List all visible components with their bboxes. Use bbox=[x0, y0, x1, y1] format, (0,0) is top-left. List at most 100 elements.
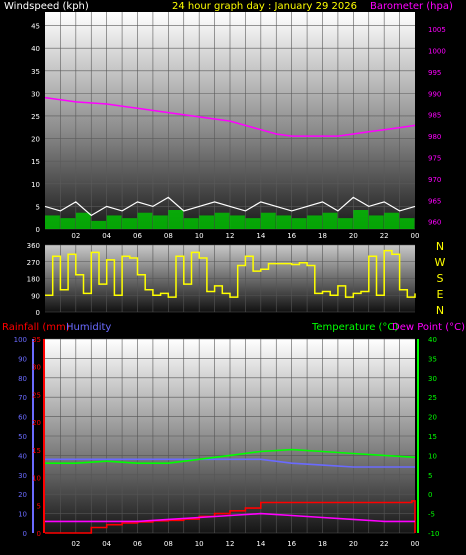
gust-bar bbox=[307, 215, 322, 229]
gust-bar bbox=[322, 212, 338, 229]
tick-label: 20 bbox=[31, 136, 40, 144]
tick-label: 35 bbox=[32, 336, 41, 344]
tick-label: 1005 bbox=[428, 26, 446, 34]
tick-label: 02 bbox=[71, 232, 80, 240]
compass-label: N bbox=[436, 240, 444, 253]
gust-bar bbox=[168, 210, 184, 229]
tick-label: 40 bbox=[31, 45, 40, 53]
tick-label: 25 bbox=[428, 394, 437, 402]
tick-label: 0 bbox=[36, 309, 40, 317]
tick-label: 50 bbox=[18, 433, 27, 441]
tick-label: 22 bbox=[380, 540, 389, 548]
gust-bar bbox=[260, 212, 276, 229]
gust-bar bbox=[368, 215, 384, 229]
tick-label: 12 bbox=[226, 232, 235, 240]
dewpoint-label: Dew Point (°C) bbox=[392, 322, 465, 333]
gust-bar bbox=[137, 212, 153, 229]
tick-label: 80 bbox=[18, 375, 27, 383]
tick-label: 30 bbox=[18, 472, 27, 480]
windspeed-series bbox=[44, 196, 416, 217]
gust-bar bbox=[276, 215, 292, 229]
tick-label: 40 bbox=[428, 336, 437, 344]
gust-bar bbox=[214, 212, 230, 229]
tick-label: 35 bbox=[428, 355, 437, 363]
tick-label: 08 bbox=[164, 540, 173, 548]
tick-label: 06 bbox=[133, 232, 142, 240]
tick-label: 10 bbox=[18, 511, 27, 519]
tick-label: 995 bbox=[428, 69, 441, 77]
tick-label: 5 bbox=[428, 472, 432, 480]
tick-label: 14 bbox=[256, 540, 265, 548]
gust-bar bbox=[122, 218, 137, 229]
gust-bar bbox=[183, 218, 199, 229]
tick-label: 15 bbox=[31, 158, 40, 166]
tick-label: 0 bbox=[36, 226, 40, 234]
tick-label: 08 bbox=[164, 232, 173, 240]
gust-bar bbox=[291, 218, 307, 229]
gust-series bbox=[45, 210, 415, 229]
tick-label: 60 bbox=[18, 414, 27, 422]
gust-bar bbox=[60, 218, 76, 229]
tick-label: 5 bbox=[37, 502, 41, 510]
tick-label: 22 bbox=[380, 232, 389, 240]
tick-label: 990 bbox=[428, 90, 441, 98]
tick-label: 30 bbox=[32, 364, 41, 372]
tick-label: 45 bbox=[31, 23, 40, 31]
graph-title: 24 hour graph day : January 29 2026 bbox=[172, 1, 357, 12]
dewpoint-line bbox=[45, 512, 415, 523]
tick-label: 960 bbox=[428, 219, 441, 227]
tick-label: 25 bbox=[31, 113, 40, 121]
gust-bar bbox=[384, 212, 400, 229]
tick-label: 5 bbox=[36, 203, 40, 211]
tick-label: 0 bbox=[23, 530, 27, 538]
compass-label: E bbox=[437, 288, 444, 301]
tick-label: 965 bbox=[428, 197, 441, 205]
tick-label: 25 bbox=[32, 391, 41, 399]
tick-label: 16 bbox=[287, 232, 296, 240]
tick-label: 10 bbox=[195, 232, 204, 240]
compass-label: W bbox=[435, 256, 446, 269]
tick-label: 985 bbox=[428, 112, 441, 120]
tick-label: 04 bbox=[102, 232, 111, 240]
tick-label: 00 bbox=[411, 232, 420, 240]
windspeed-label: Windspeed (kph) bbox=[4, 1, 89, 12]
tick-label: 20 bbox=[349, 540, 358, 548]
temperature-line bbox=[45, 448, 416, 464]
rain-panel-axes: 010203040506070809010005101520253035-10-… bbox=[14, 336, 440, 538]
tick-label: 35 bbox=[31, 68, 40, 76]
barometer-label: Barometer (hpa) bbox=[370, 1, 453, 12]
tick-label: 10 bbox=[428, 452, 437, 460]
tick-label: 40 bbox=[18, 452, 27, 460]
humidity-label: Humidity bbox=[66, 322, 111, 333]
tick-label: 20 bbox=[349, 232, 358, 240]
barometer-y-axis-ticks: 960 965 970 975 980 985 990 995 1000 1005 bbox=[428, 26, 446, 227]
gust-bar bbox=[75, 212, 91, 229]
gust-bar bbox=[199, 215, 215, 229]
compass-label: S bbox=[437, 272, 444, 285]
tick-label: 20 bbox=[32, 419, 41, 427]
tick-label: 18 bbox=[318, 232, 327, 240]
tick-label: 30 bbox=[428, 375, 437, 383]
tick-label: 15 bbox=[428, 433, 437, 441]
gust-bar bbox=[45, 215, 60, 229]
tick-label: 0 bbox=[428, 491, 432, 499]
gust-bar bbox=[91, 220, 107, 229]
tick-label: 90 bbox=[18, 355, 27, 363]
gust-bar bbox=[106, 215, 122, 229]
tick-label: -5 bbox=[428, 511, 435, 519]
tick-label: -10 bbox=[428, 530, 439, 538]
rain-panel-series bbox=[45, 448, 416, 534]
barometer-series bbox=[44, 96, 416, 137]
tick-label: 0 bbox=[37, 530, 41, 538]
tick-label: 15 bbox=[32, 447, 41, 455]
tick-label: 16 bbox=[287, 540, 296, 548]
tick-label: 02 bbox=[71, 540, 80, 548]
rain-panel-grid bbox=[45, 338, 415, 534]
tick-label: 30 bbox=[31, 90, 40, 98]
tick-label: 14 bbox=[256, 232, 265, 240]
tick-label: 100 bbox=[14, 336, 27, 344]
direction-series bbox=[45, 249, 416, 298]
tick-label: 270 bbox=[27, 259, 40, 267]
